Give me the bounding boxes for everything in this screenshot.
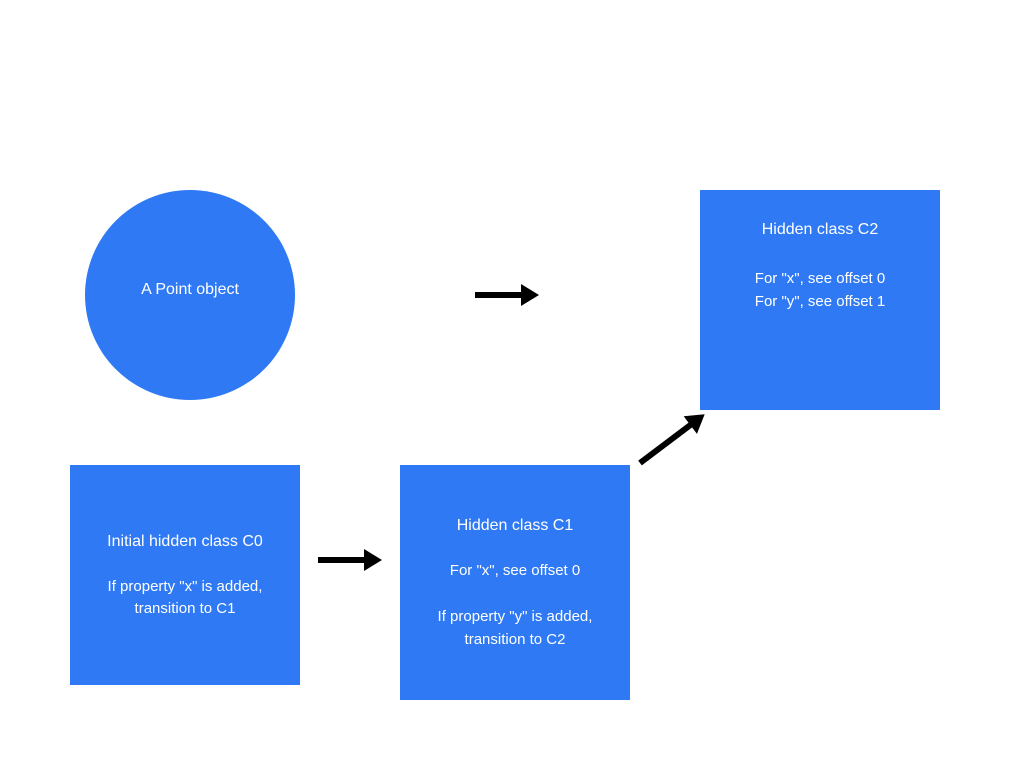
node-c1-title: Hidden class C1	[457, 514, 574, 538]
node-c0: Initial hidden class C0 If property "x" …	[70, 465, 300, 685]
node-c1-body2: If property "y" is added, transition to …	[410, 606, 620, 651]
arrow-head-icon	[521, 284, 539, 306]
node-c1: Hidden class C1 For "x", see offset 0 If…	[400, 465, 630, 700]
node-c2-body1: For "x", see offset 0	[755, 268, 885, 291]
arrow-line	[475, 292, 523, 298]
arrow-head-icon	[364, 549, 382, 571]
arrow-line	[638, 421, 694, 465]
node-c2-title: Hidden class C2	[762, 218, 879, 242]
node-c1-body1: For "x", see offset 0	[450, 560, 580, 583]
node-c0-body: If property "x" is added, transition to …	[80, 576, 290, 621]
node-c2: Hidden class C2 For "x", see offset 0 Fo…	[700, 190, 940, 410]
node-c2-body2: For "y", see offset 1	[755, 291, 885, 314]
node-point-title: A Point object	[141, 278, 239, 302]
arrow-line	[318, 557, 366, 563]
node-point-object: A Point object	[85, 190, 295, 400]
node-c0-title: Initial hidden class C0	[107, 530, 263, 554]
